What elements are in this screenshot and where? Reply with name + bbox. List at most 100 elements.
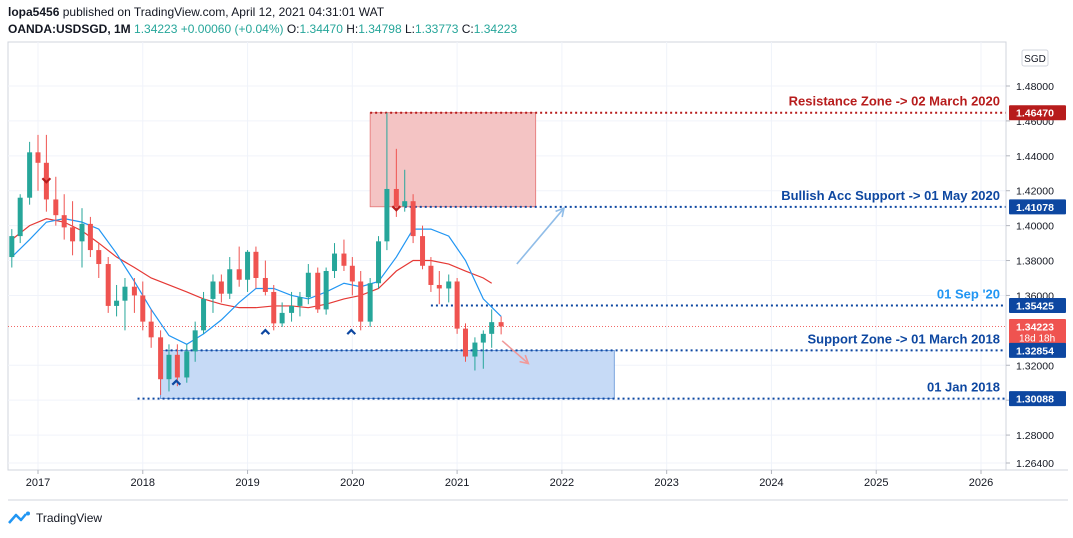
chevron-up-icon (171, 379, 182, 386)
candle (174, 344, 180, 387)
high-label: H: (346, 22, 359, 36)
price-tick-label: 1.42000 (1016, 186, 1054, 198)
candle-body (489, 322, 495, 334)
annotation-label: 01 Sep '20 (937, 286, 1000, 301)
time-tick-label: 2026 (969, 477, 993, 489)
candle-body (148, 321, 154, 338)
candle (218, 274, 224, 303)
candle-body (184, 351, 190, 378)
candle-body (245, 251, 251, 280)
candle-body (332, 253, 338, 272)
candle-body (341, 253, 347, 266)
candle-body (289, 305, 295, 313)
close-label: C: (461, 22, 474, 36)
candle-body (79, 223, 85, 242)
tradingview-brand[interactable]: TradingView (8, 511, 102, 525)
price-tick-label: 1.32000 (1016, 360, 1054, 372)
candle-body (9, 236, 15, 258)
candle (87, 216, 93, 258)
candle (393, 148, 399, 217)
candle (61, 194, 67, 240)
bullish-arrow-icon (516, 206, 566, 265)
last-price: 1.34223 (134, 22, 178, 36)
currency-badge-text: SGD (1024, 54, 1046, 65)
candle (192, 321, 198, 362)
candle-body (428, 265, 434, 285)
candle-body (35, 152, 41, 163)
price-label-box (1009, 297, 1066, 313)
price-chart[interactable]: Resistance Zone -> 02 March 2020 Bullish … (0, 40, 1073, 504)
price-label-text: 1.35425 (1016, 300, 1054, 312)
candle (96, 243, 102, 278)
close-value: 1.34223 (473, 22, 518, 36)
time-tick-label: 2024 (759, 477, 783, 489)
candle (332, 243, 338, 278)
candle-body (61, 215, 67, 228)
candle-body (402, 201, 408, 207)
annotation-label: 01 Jan 2018 (927, 380, 1000, 395)
candle-body (297, 297, 303, 306)
candle-body (166, 354, 172, 380)
candle (428, 257, 434, 292)
currency-badge-box (1021, 49, 1049, 67)
candle-body (140, 295, 146, 322)
price-tick-label: 1.40000 (1016, 221, 1054, 233)
symbol-legend: OANDA:USDSGD, 1M 1.34223 +0.00060 (+0.04… (8, 22, 517, 36)
candle (17, 194, 23, 244)
candle (384, 112, 390, 251)
price-label-text: 1.46470 (1016, 108, 1054, 120)
candle-body (158, 337, 164, 380)
time-tick-label: 2022 (550, 477, 574, 489)
annotation-label: Bullish Acc Support -> 01 May 2020 (781, 188, 1000, 203)
candle-body (349, 265, 355, 282)
candle-body (227, 269, 233, 294)
price-tick-label: 1.26400 (1016, 458, 1054, 470)
price-label: 1.32854 (1009, 342, 1066, 358)
candle (367, 277, 373, 327)
brand-name: TradingView (36, 511, 103, 525)
candle (166, 344, 172, 392)
time-tick-label: 2025 (864, 477, 888, 489)
chevron-up-icon (260, 328, 271, 335)
candle (489, 309, 495, 348)
candle-body (114, 300, 120, 306)
candle (158, 330, 164, 395)
publisher-name[interactable]: lopa5456 (8, 5, 60, 19)
candle-body (192, 330, 198, 352)
price-label: 1.30088 (1009, 391, 1066, 407)
candle (105, 257, 111, 313)
arrow-head (555, 206, 566, 218)
candle (27, 141, 33, 205)
candle (262, 260, 268, 296)
candle-body (201, 298, 207, 331)
candle-body (323, 271, 329, 310)
candle-body (376, 241, 382, 284)
price-tick-label: 1.28000 (1016, 430, 1054, 442)
candle-body (70, 227, 76, 242)
symbol-name[interactable]: OANDA:USDSGD, 1M (8, 22, 131, 36)
candle-body (174, 354, 180, 378)
candle (279, 302, 285, 327)
candle-body (122, 286, 128, 301)
slow-moving-average (11, 218, 493, 309)
candle-body (17, 197, 23, 237)
candle-body (315, 272, 321, 310)
candle (227, 257, 233, 299)
open-value: 1.34470 (299, 22, 343, 36)
arrow-shaft (516, 207, 565, 265)
candle (122, 277, 128, 331)
candle (462, 323, 468, 362)
candle-body (210, 281, 216, 299)
candle (446, 274, 452, 303)
publish-info: lopa5456 published on TradingView.com, A… (8, 5, 384, 19)
candle-body (410, 201, 416, 237)
candle-body (105, 264, 111, 306)
price-label: 1.41078 (1009, 199, 1066, 215)
chevron-down-icon (41, 177, 52, 184)
candle (323, 267, 329, 315)
candle (436, 271, 442, 305)
candle (271, 284, 277, 331)
candle-body (384, 188, 390, 242)
candle (480, 330, 486, 369)
time-tick-label: 2019 (235, 477, 259, 489)
